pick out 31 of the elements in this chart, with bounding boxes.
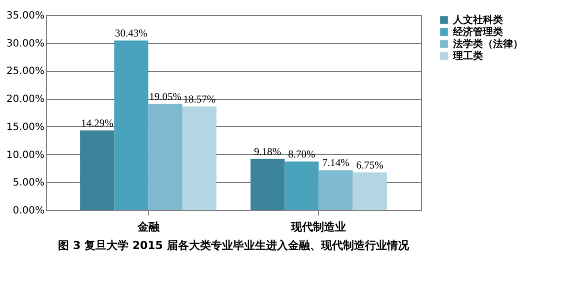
bar	[80, 130, 114, 210]
data-label: 30.43%	[115, 28, 148, 40]
data-label: 9.18%	[254, 146, 282, 158]
bar	[318, 170, 353, 210]
y-tick-label: 5.00%	[12, 178, 44, 189]
bar	[284, 162, 319, 210]
bar	[148, 104, 182, 210]
data-label: 8.70%	[288, 150, 316, 161]
legend-label: 理工类	[452, 50, 483, 62]
legend-label: 法学类（法律）	[452, 38, 523, 50]
data-label: 19.05%	[149, 92, 182, 103]
data-label: 14.29%	[80, 118, 114, 130]
y-tick-label: 0.00%	[12, 206, 44, 216]
text: 图 3 复旦大学 2015 届各大类专业毕业生进入金融、现代制造行业情况	[58, 239, 410, 252]
y-tick-label: 30.00%	[6, 38, 44, 50]
legend-label: 人文社科类	[452, 14, 503, 26]
y-tick-label: 25.00%	[6, 66, 44, 78]
legend-label: 经济管理类	[452, 26, 503, 38]
y-tick-label: 35.00%	[6, 10, 44, 22]
x-tick-label: 金融	[136, 220, 160, 234]
bar	[352, 172, 387, 210]
y-tick-label: 10.00%	[6, 150, 44, 161]
bar	[114, 40, 148, 210]
y-tick-label: 15.00%	[6, 122, 44, 133]
x-tick-label: 现代制造业	[290, 220, 346, 234]
data-label: 7.14%	[322, 158, 350, 170]
data-label: 6.75%	[356, 160, 384, 172]
data-label: 18.57%	[183, 94, 216, 106]
bar	[182, 106, 216, 210]
bar	[250, 158, 285, 210]
y-tick-label: 20.00%	[6, 94, 44, 106]
